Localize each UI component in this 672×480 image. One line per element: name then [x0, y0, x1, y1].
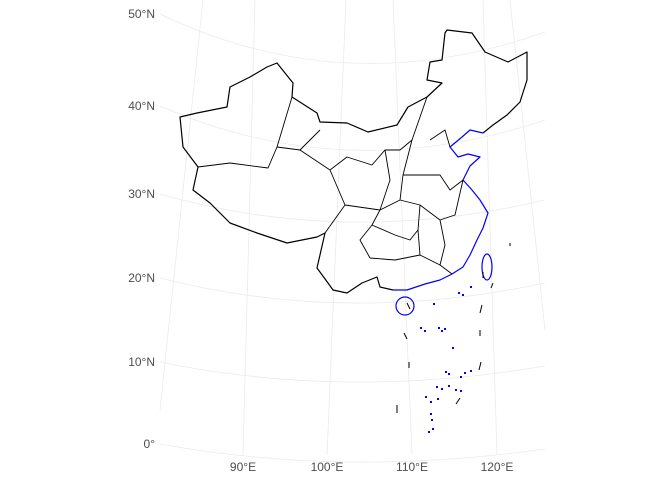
- island: [445, 371, 447, 373]
- lat-label-50: 50°N: [128, 7, 155, 21]
- island: [436, 386, 438, 388]
- island: [460, 376, 462, 378]
- china-map: [179, 29, 528, 433]
- parallel-line: [159, 105, 546, 151]
- parallel-line: [159, 277, 546, 304]
- lat-label-10: 10°N: [128, 355, 155, 369]
- meridian-line: [509, 0, 546, 331]
- island: [437, 398, 439, 400]
- parallel-line: [159, 443, 546, 463]
- island: [441, 330, 443, 332]
- island: [470, 286, 472, 288]
- lat-label-20: 20°N: [128, 271, 155, 285]
- island: [430, 413, 432, 415]
- island: [431, 419, 433, 421]
- taiwan-island: [481, 253, 493, 281]
- lat-label-0: 0°: [144, 437, 156, 451]
- island: [452, 347, 454, 349]
- meridian-line: [242, 0, 256, 456]
- parallel-line: [159, 13, 546, 64]
- island: [430, 401, 432, 403]
- graticule: [159, 0, 546, 463]
- island: [464, 372, 466, 374]
- china-land-border: [179, 29, 528, 294]
- island: [420, 327, 422, 329]
- meridian-line: [482, 0, 498, 456]
- south-china-sea-islands: [420, 286, 472, 433]
- island: [448, 385, 450, 387]
- meridian-line: [159, 0, 204, 411]
- island: [438, 327, 440, 329]
- island: [458, 292, 460, 294]
- parallel-line: [159, 193, 546, 223]
- latitude-labels: 0° 10°N 20°N 30°N 40°N 50°N: [128, 7, 155, 451]
- lon-label-120: 120°E: [481, 460, 514, 474]
- island: [444, 328, 446, 330]
- parallel-line: [159, 361, 546, 383]
- lat-label-30: 30°N: [128, 187, 155, 201]
- island: [432, 428, 434, 430]
- lat-label-40: 40°N: [128, 99, 155, 113]
- island: [428, 431, 430, 433]
- island: [441, 388, 443, 390]
- china-coastline: [393, 129, 489, 291]
- lon-label-90: 90°E: [230, 460, 256, 474]
- meridian-line: [326, 0, 347, 456]
- island: [424, 330, 426, 332]
- longitude-labels: 90°E 100°E 110°E 120°E: [230, 460, 513, 474]
- island: [425, 396, 427, 398]
- island: [433, 303, 435, 305]
- lon-label-110: 110°E: [396, 460, 428, 474]
- meridian-line: [392, 0, 413, 456]
- island: [455, 389, 457, 391]
- nine-dash-line: [396, 243, 511, 413]
- lon-label-100: 100°E: [311, 460, 344, 474]
- island: [470, 370, 472, 372]
- province-borders: [197, 96, 464, 275]
- island: [462, 294, 464, 296]
- island: [460, 390, 462, 392]
- island: [448, 373, 450, 375]
- hainan-island: [395, 296, 415, 316]
